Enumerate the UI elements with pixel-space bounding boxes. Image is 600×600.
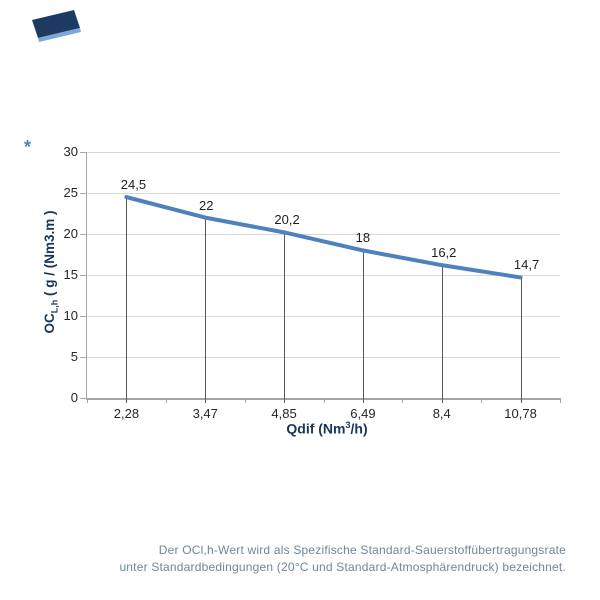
brand-logo bbox=[32, 10, 81, 42]
x-axis-tick bbox=[481, 398, 483, 403]
x-tick-label: 10,78 bbox=[504, 406, 537, 421]
y-axis-tick bbox=[80, 234, 86, 235]
x-axis-tick bbox=[560, 398, 561, 403]
brand-logo-accent-stripe bbox=[38, 28, 81, 42]
x-tick-label: 4,85 bbox=[271, 406, 297, 421]
caption-line-2: unter Standardbedingungen (20°C und Stan… bbox=[119, 560, 566, 574]
y-tick-label: 20 bbox=[63, 226, 78, 241]
footnote-asterisk: * bbox=[24, 137, 32, 157]
y-tick-label: 5 bbox=[70, 349, 78, 364]
gridline bbox=[87, 275, 560, 276]
x-tick-label: 2,28 bbox=[113, 406, 140, 421]
y-axis-line bbox=[86, 152, 87, 398]
gridline bbox=[87, 357, 560, 358]
x-tick-label: 6,49 bbox=[350, 406, 376, 421]
y-tick-label: 0 bbox=[70, 390, 78, 405]
y-axis-tick bbox=[80, 316, 86, 317]
x-axis-tick bbox=[87, 398, 88, 403]
y-tick-label: 30 bbox=[63, 144, 78, 159]
y-tick-label: 10 bbox=[63, 308, 78, 323]
drop-line bbox=[126, 198, 128, 403]
y-axis-tick bbox=[80, 275, 86, 276]
x-axis-line bbox=[86, 398, 560, 400]
brand-logo-main-shape bbox=[32, 10, 80, 38]
gridline bbox=[87, 316, 560, 317]
x-axis-tick bbox=[402, 398, 404, 403]
data-label: 22 bbox=[199, 197, 214, 213]
gridline bbox=[87, 193, 560, 194]
drop-line bbox=[284, 233, 286, 403]
gridline bbox=[87, 152, 560, 153]
x-tick-label: 3,47 bbox=[192, 406, 218, 421]
y-axis-tick bbox=[80, 398, 86, 399]
x-axis-tick bbox=[244, 398, 246, 403]
y-axis-tick bbox=[80, 193, 86, 194]
x-tick-label: 8,4 bbox=[432, 406, 451, 421]
data-label: 16,2 bbox=[431, 245, 457, 261]
drop-line bbox=[362, 251, 364, 403]
x-axis-title-suffix: /h) bbox=[350, 420, 368, 437]
data-label: 18 bbox=[355, 230, 371, 246]
x-axis-title-superscript: 3 bbox=[345, 420, 351, 430]
drop-line bbox=[520, 278, 522, 403]
caption-line-1: Der OCl,h-Wert wird als Spezifische Stan… bbox=[158, 543, 566, 557]
caption: Der OCl,h-Wert wird als Spezifische Stan… bbox=[26, 542, 566, 576]
y-axis-tick bbox=[80, 152, 86, 153]
x-axis-title: Qdif (Nm3/h) bbox=[227, 420, 427, 437]
x-axis-tick bbox=[323, 398, 325, 403]
gridline bbox=[87, 234, 560, 235]
y-tick-label: 25 bbox=[63, 185, 78, 200]
x-axis-tick bbox=[165, 398, 167, 403]
data-label: 20,2 bbox=[274, 212, 300, 228]
drop-line bbox=[205, 218, 207, 403]
x-axis-title-prefix: Qdif (Nm bbox=[286, 420, 346, 437]
y-tick-label: 15 bbox=[63, 267, 78, 282]
data-label: 14,7 bbox=[513, 257, 540, 273]
series-line bbox=[124, 195, 523, 280]
data-label: 24,5 bbox=[120, 177, 147, 193]
drop-line bbox=[441, 266, 443, 403]
y-axis-tick bbox=[80, 357, 86, 358]
